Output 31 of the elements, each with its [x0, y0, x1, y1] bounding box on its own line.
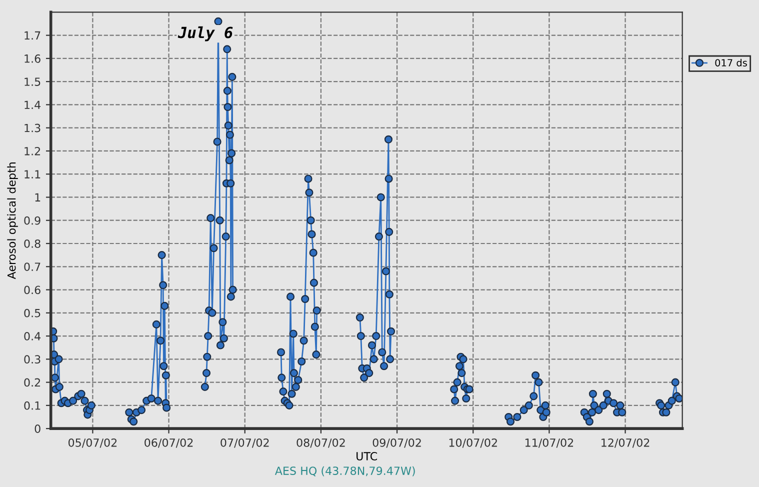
y-tick-label: 1.2: [24, 146, 40, 156]
y-tick-label: 1.4: [24, 100, 41, 109]
x-tick-label: 06/07/02: [144, 438, 193, 448]
x-axis-title: UTC: [356, 452, 378, 460]
y-tick-label: 0.3: [24, 355, 40, 364]
y-tick-label: 1.5: [24, 78, 40, 86]
y-tick-label: 0.6: [24, 286, 40, 294]
x-tick-label: 07/07/02: [220, 438, 269, 448]
x-tick-label: 08/07/02: [296, 438, 345, 448]
y-tick-label: 0.8: [24, 239, 40, 248]
y-tick-label: 1.1: [24, 170, 40, 178]
y-tick-label: 0.4: [24, 332, 41, 340]
text: AES HQ (43.78N,79.47W): [274, 466, 415, 476]
y-tick-label: 0.2: [24, 378, 40, 387]
x-tick-label: 11/07/02: [525, 438, 574, 448]
y-tick-label: 0.7: [24, 262, 40, 272]
y-tick-label: 0: [34, 424, 40, 433]
y-tick-label: 0.1: [24, 401, 40, 410]
y-tick-label: 1.3: [24, 124, 40, 132]
y-tick-label: 0.9: [24, 216, 40, 225]
x-tick-label: 10/07/02: [449, 438, 497, 448]
legend-label: 017 ds: [715, 58, 747, 66]
x-tick-label: 12/07/02: [602, 438, 650, 448]
annotation: July 6: [178, 26, 233, 42]
y-tick-label: 1.6: [24, 54, 40, 63]
y-tick-label: 1.7: [24, 31, 40, 40]
y-axis-title: Aerosol optical depth: [7, 162, 18, 280]
x-tick-label: 05/07/02: [68, 438, 117, 448]
y-tick-label: 0.5: [24, 308, 40, 318]
x-tick-label: 09/07/02: [372, 438, 421, 448]
y-tick-label: 1: [35, 193, 40, 202]
